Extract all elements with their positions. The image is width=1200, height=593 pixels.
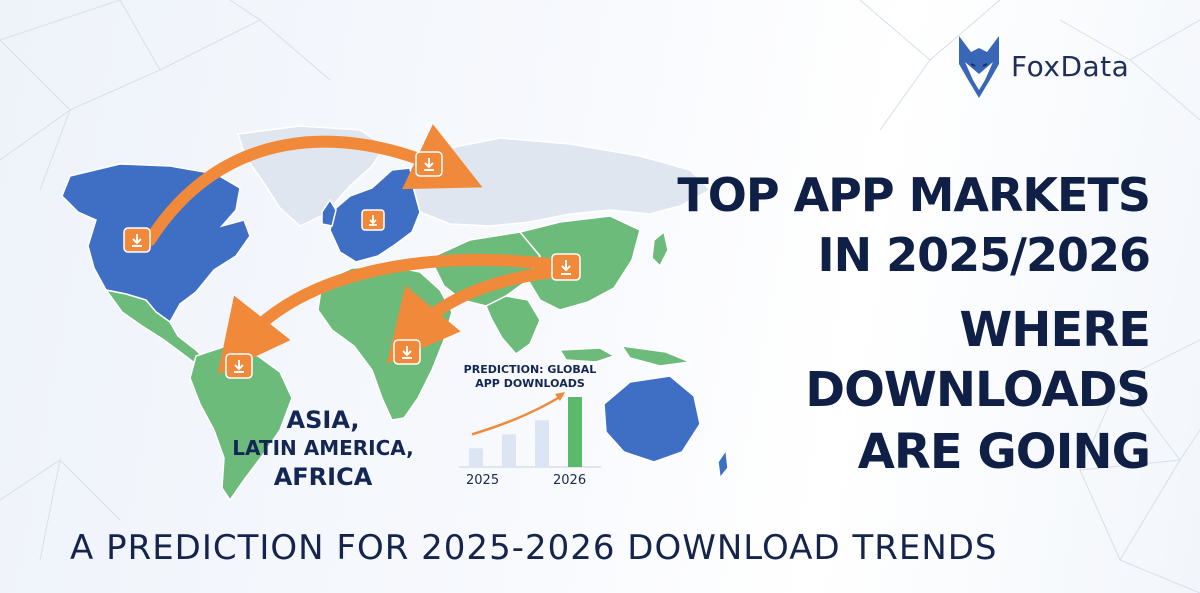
download-icon (551, 253, 581, 281)
trend-arrow (471, 393, 564, 436)
chart-bar-3 (535, 420, 549, 467)
russia (409, 137, 712, 227)
japan (651, 230, 669, 268)
middle-east (428, 231, 541, 307)
download-icon (123, 227, 151, 253)
new-zealand (717, 447, 729, 480)
download-icon (225, 353, 253, 379)
region-latin-america: LATIN AMERICA, (232, 436, 414, 460)
regions-label: ASIA, LATIN AMERICA, AFRICA (218, 406, 428, 492)
brand-name: FoxData (1011, 50, 1130, 83)
chart-bar-1 (469, 448, 483, 467)
x-label-2025: 2025 (466, 473, 500, 488)
headline-line-4: DOWNLOADS (805, 362, 1151, 418)
download-icon (361, 209, 385, 231)
headline-line-3: WHERE (959, 302, 1151, 358)
download-icon (415, 151, 443, 177)
north-america (61, 163, 251, 324)
x-label-2026: 2026 (553, 473, 587, 488)
arrow-us-to-russia (144, 124, 483, 246)
headline-line-2: IN 2025/2026 (817, 228, 1151, 282)
headline-line-5: ARE GOING (857, 424, 1151, 480)
africa (317, 265, 453, 421)
chart-bar-4 (568, 397, 582, 467)
uk (321, 198, 337, 227)
indonesia (558, 345, 693, 367)
subtitle: A PREDICTION FOR 2025-2026 DOWNLOAD TREN… (70, 528, 998, 568)
fox-logo-icon (959, 36, 999, 98)
prediction-bar-chart (459, 392, 601, 468)
region-africa: AFRICA (273, 463, 373, 491)
chart-bar-2 (502, 434, 516, 467)
australia (603, 375, 701, 463)
brand-logo: FoxData (955, 34, 1160, 104)
headline-line-1: TOP APP MARKETS (677, 168, 1151, 222)
trend-arrowhead (555, 392, 565, 401)
download-icon (393, 339, 421, 365)
region-asia: ASIA, (286, 406, 360, 434)
south-asia (485, 295, 541, 356)
arrow-asia-to-africa (386, 266, 558, 364)
arrow-asia-to-south-america (217, 253, 554, 375)
prediction-chart-title: PREDICTION: GLOBAL APP DOWNLOADS (463, 363, 597, 390)
